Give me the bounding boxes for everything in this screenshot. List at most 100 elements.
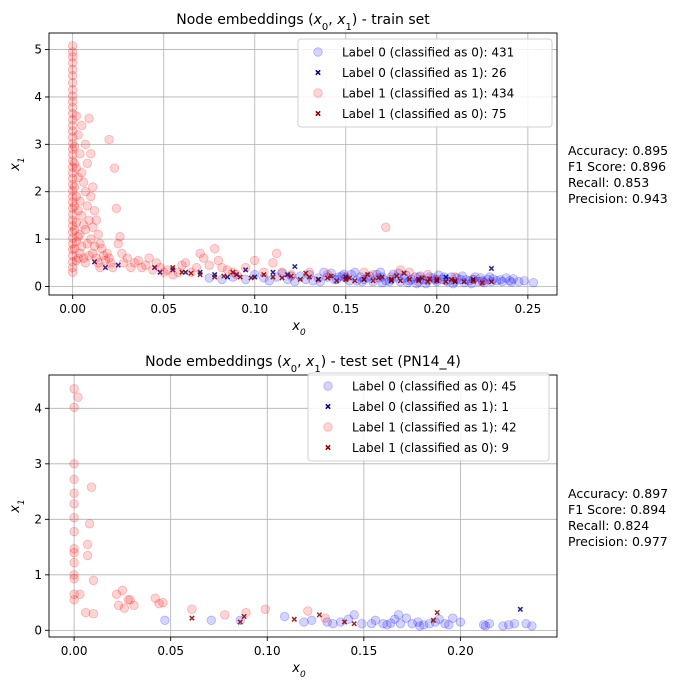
scatter-point <box>159 267 169 277</box>
scatter-point <box>67 51 78 62</box>
scatter-point <box>303 606 313 616</box>
scatter-point <box>67 173 78 184</box>
scatter-point <box>69 499 79 509</box>
scatter-point <box>331 274 342 285</box>
scatter-point <box>93 229 103 240</box>
scatter-point <box>115 232 125 242</box>
scatter-point <box>75 229 85 240</box>
scatter-point <box>407 618 417 629</box>
scatter-point <box>406 274 417 285</box>
y-tick-label: 4 <box>34 90 42 104</box>
scatter-point <box>80 607 91 618</box>
scatter-point <box>479 279 486 286</box>
scatter-point <box>84 519 95 529</box>
scatter-point <box>67 138 78 149</box>
scatter-point <box>109 163 120 173</box>
scatter-point <box>137 262 147 273</box>
scatter-point <box>444 620 454 630</box>
scatter-point <box>162 265 173 275</box>
scatter-point <box>401 613 412 623</box>
scatter-point <box>151 258 162 268</box>
scatter-point <box>439 272 449 282</box>
data-points <box>67 41 539 289</box>
scatter-point <box>291 616 298 622</box>
scatter-point <box>508 274 519 284</box>
y-tick-label: 5 <box>34 43 42 57</box>
scatter-point <box>315 276 322 283</box>
scatter-point <box>452 278 458 284</box>
scatter-point <box>67 156 78 166</box>
scatter-point <box>144 253 154 263</box>
scatter-point <box>80 187 91 197</box>
scatter-point <box>521 618 531 629</box>
scatter-point <box>326 268 336 278</box>
scatter-point <box>483 274 493 285</box>
scatter-point <box>188 270 194 276</box>
scatter-point <box>241 613 247 620</box>
scatter-point <box>115 262 121 268</box>
scatter-point <box>82 158 92 168</box>
scatter-point <box>527 621 537 631</box>
y-axis-label: x1 <box>8 157 27 171</box>
train-precision: Precision: 0.943 <box>568 191 668 206</box>
scatter-point <box>390 614 400 624</box>
legend-marker <box>325 403 331 410</box>
plot-frame <box>48 32 558 296</box>
legend-marker <box>315 69 321 76</box>
scatter-point <box>108 262 118 273</box>
scatter-point <box>67 191 78 202</box>
test-f1-score: F1 Score: 0.894 <box>568 502 667 517</box>
scatter-point <box>349 610 359 620</box>
scatter-point <box>519 276 529 286</box>
scatter-point <box>154 598 164 609</box>
scatter-point <box>424 272 435 282</box>
scatter-point <box>111 589 122 599</box>
scatter-point <box>443 279 449 285</box>
scatter-point <box>67 257 78 267</box>
scatter-point <box>393 610 404 620</box>
legend-marker <box>323 381 333 391</box>
scatter-point <box>67 96 78 107</box>
scatter-point <box>397 278 404 284</box>
y-tick-label: 2 <box>34 185 42 199</box>
x-tick-label: 0.00 <box>59 302 86 316</box>
scatter-point <box>67 47 78 57</box>
x-tick-label: 0.10 <box>254 644 281 658</box>
scatter-point <box>434 278 440 284</box>
scatter-point <box>381 222 391 232</box>
scatter-point <box>517 606 524 612</box>
scatter-point <box>157 269 163 275</box>
scatter-point <box>69 142 80 152</box>
x-tick-label: 0.25 <box>515 302 542 316</box>
legend-marker <box>313 88 323 98</box>
plot-frame <box>48 374 558 638</box>
scatter-point <box>119 603 130 613</box>
scatter-point <box>69 595 79 605</box>
legend-marker <box>323 422 333 432</box>
scatter-point <box>67 209 78 220</box>
y-tick-label: 3 <box>34 457 42 471</box>
scatter-point <box>97 243 107 254</box>
scatter-point <box>168 269 178 280</box>
scatter-point <box>461 279 467 285</box>
scatter-point <box>504 276 515 286</box>
scatter-point <box>470 276 476 283</box>
scatter-point <box>478 620 489 630</box>
scatter-point <box>77 120 87 131</box>
scatter-point <box>506 277 517 287</box>
chart-title: Node embeddings (x0, x1) - train set <box>176 12 430 33</box>
scatter-point <box>84 215 94 225</box>
scatter-point <box>67 115 78 125</box>
scatter-point <box>279 275 285 281</box>
scatter-point <box>301 274 311 285</box>
scatter-point <box>401 270 407 276</box>
scatter-point <box>125 595 135 605</box>
scatter-point <box>69 224 80 235</box>
scatter-point <box>288 273 294 279</box>
legend-box <box>297 38 553 128</box>
scatter-point <box>468 274 478 285</box>
scatter-point <box>406 276 413 283</box>
scatter-point <box>297 276 303 283</box>
scatter-point <box>434 276 440 283</box>
scatter-point <box>69 574 79 584</box>
